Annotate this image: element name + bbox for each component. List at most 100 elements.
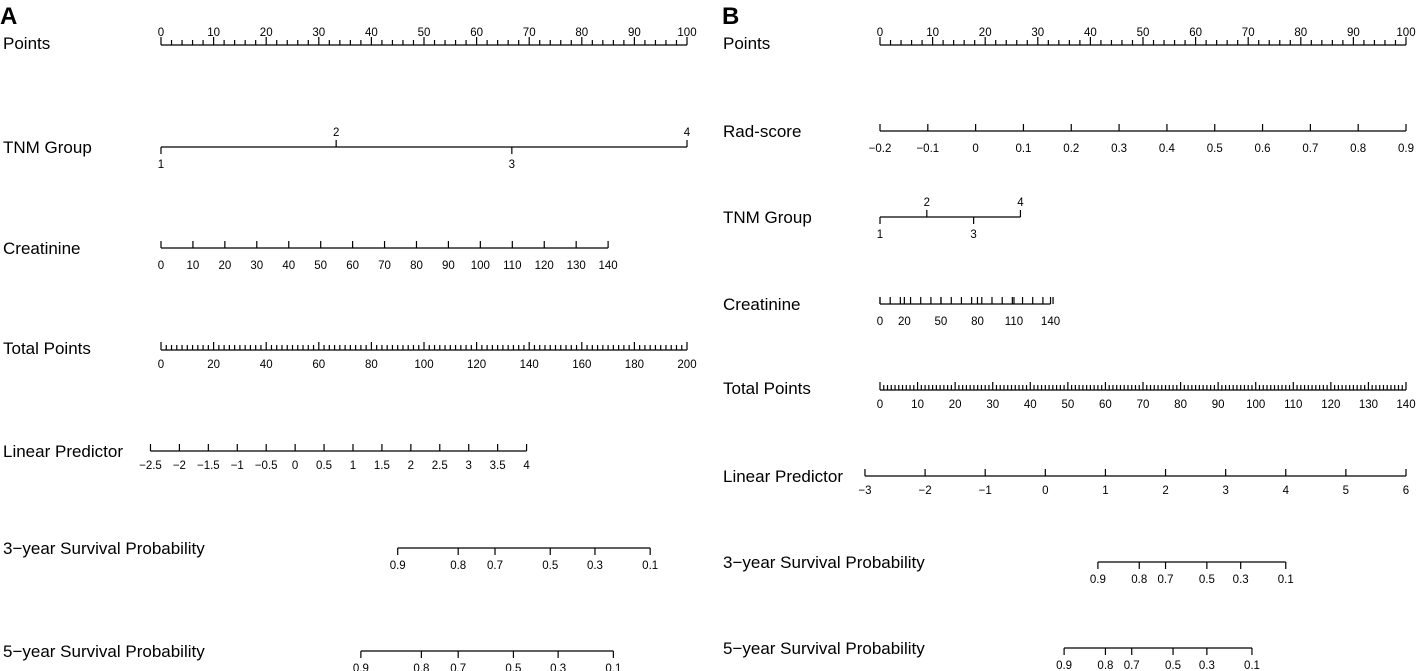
panel-a-linear-predictor-tick-label: 3.5	[490, 460, 506, 472]
panel-b-total-points-tick-label: 20	[949, 399, 962, 411]
panel-a-creatinine-tick-label: 110	[503, 260, 521, 272]
panel-b-points-tick-label: 30	[1031, 27, 1044, 39]
panel-b-total-points-tick-label: 0	[877, 399, 883, 411]
panel-a-points-tick-label: 0	[158, 27, 164, 39]
panel-b-total-points-tick-label: 130	[1359, 399, 1378, 411]
panel-a-creatinine-label: Creatinine	[3, 239, 81, 258]
panel-b-points-tick-label: 20	[979, 27, 992, 39]
panel-a-total-points-tick-label: 120	[467, 359, 486, 371]
panel-a-points-tick-label: 100	[677, 27, 696, 39]
panel-b-points-tick-label: 10	[926, 27, 939, 39]
panel-b-points-tick-label: 80	[1294, 27, 1307, 39]
panel-a-points-tick-label: 10	[207, 27, 220, 39]
panel-b-tnm-group-tick-label: 4	[1017, 197, 1024, 209]
panel-b-points-tick-label: 40	[1084, 27, 1097, 39]
panel-b-linear-predictor-tick-label: −3	[858, 485, 871, 497]
panel-a-creatinine-tick-label: 130	[567, 260, 586, 272]
panel-b-points-tick-label: 70	[1242, 27, 1255, 39]
panel-b-linear-predictor-tick-label: 2	[1162, 485, 1168, 497]
panel-b-total-points-tick-label: 90	[1212, 399, 1225, 411]
panel-a-tnm-group-tick-label: 3	[509, 159, 515, 171]
panel-b-linear-predictor-tick-label: −1	[979, 485, 992, 497]
panel-a-linear-predictor-tick-label: 3	[466, 460, 472, 472]
panel-b-rad-score-label: Rad-score	[723, 122, 801, 141]
panel-a-linear-predictor-tick-label: 1.5	[374, 460, 390, 472]
panel-b-creatinine-tick-label: 0	[877, 316, 883, 328]
panel-a-3-year-survival-probability-tick-label: 0.3	[587, 560, 603, 572]
panel-a-tnm-group-tick-label: 1	[158, 159, 164, 171]
panel-b-linear-predictor-tick-label: 4	[1283, 485, 1290, 497]
panel-a-creatinine-tick-label: 120	[535, 260, 554, 272]
panel-b-3-year-survival-probability-tick-label: 0.9	[1090, 574, 1106, 586]
panel-a-linear-predictor-tick-label: 0	[292, 460, 298, 472]
panel-b-total-points-tick-label: 100	[1246, 399, 1265, 411]
panel-a-5-year-survival-probability-tick-label: 0.8	[413, 663, 429, 671]
panel-b-3-year-survival-probability-label: 3−year Survival Probability	[723, 553, 925, 572]
panel-b-total-points-tick-label: 120	[1321, 399, 1340, 411]
panel-b-points-tick-label: 60	[1189, 27, 1202, 39]
panel-b-3-year-survival-probability-tick-label: 0.3	[1233, 574, 1249, 586]
panel-a-linear-predictor-tick-label: −1	[231, 460, 244, 472]
panel-a-total-points-tick-label: 180	[625, 359, 644, 371]
panel-a-points-tick-label: 90	[628, 27, 641, 39]
panel-a-creatinine-tick-label: 0	[158, 260, 164, 272]
panel-b-points-tick-label: 90	[1347, 27, 1360, 39]
panel-b-creatinine-tick-label: 110	[1005, 316, 1023, 328]
panel-a-linear-predictor-tick-label: 1	[350, 460, 356, 472]
panel-b-total-points-tick-label: 60	[1099, 399, 1112, 411]
panel-a-total-points-tick-label: 20	[207, 359, 220, 371]
panel-b-3-year-survival-probability-tick-label: 0.8	[1131, 574, 1147, 586]
panel-a-creatinine-tick-label: 40	[282, 260, 295, 272]
panel-b-total-points-tick-label: 40	[1024, 399, 1037, 411]
panel-a-tnm-group-tick-label: 4	[684, 127, 691, 139]
panel-a-3-year-survival-probability-tick-label: 0.1	[642, 560, 658, 572]
panel-a-points-tick-label: 80	[575, 27, 588, 39]
panel-b-points-tick-label: 100	[1396, 27, 1415, 39]
panel-b-rad-score-tick-label: 0.1	[1015, 143, 1031, 155]
panel-b-linear-predictor-tick-label: 1	[1102, 485, 1108, 497]
panel-a-3-year-survival-probability-tick-label: 0.7	[487, 560, 503, 572]
panel-a-5-year-survival-probability-label: 5−year Survival Probability	[3, 642, 205, 661]
panel-b-rad-score-tick-label: 0.2	[1063, 143, 1079, 155]
panel-b-rad-score-tick-label: 0.9	[1398, 143, 1414, 155]
panel-a-total-points-label: Total Points	[3, 339, 91, 358]
panel-b-rad-score-tick-label: 0.8	[1350, 143, 1366, 155]
panel-b-tnm-group-tick-label: 3	[970, 229, 976, 241]
panel-b-tnm-group-tick-label: 1	[877, 229, 883, 241]
panel-a-linear-predictor-tick-label: 0.5	[316, 460, 332, 472]
panel-b-total-points-tick-label: 70	[1137, 399, 1150, 411]
panel-b-linear-predictor-tick-label: −2	[919, 485, 932, 497]
panel-b-3-year-survival-probability-tick-label: 0.1	[1278, 574, 1294, 586]
panel-a-total-points-tick-label: 140	[520, 359, 539, 371]
panel-a-total-points-tick-label: 160	[572, 359, 591, 371]
panel-a-creatinine-tick-label: 60	[346, 260, 359, 272]
panel-a-points-tick-label: 50	[418, 27, 431, 39]
panel-b-rad-score-tick-label: 0.6	[1255, 143, 1271, 155]
panel-b-tnm-group-tick-label: 2	[924, 197, 930, 209]
panel-b-points-tick-label: 0	[877, 27, 883, 39]
panel-b-creatinine-tick-label: 20	[898, 316, 911, 328]
panel-b-linear-predictor-tick-label: 6	[1403, 485, 1409, 497]
panel-a-5-year-survival-probability-tick-label: 0.3	[550, 663, 566, 671]
panel-b-total-points-tick-label: 140	[1396, 399, 1415, 411]
panel-b-rad-score-tick-label: 0	[972, 143, 978, 155]
panel-b-creatinine-tick-label: 50	[935, 316, 948, 328]
panel-a-letter: A	[0, 3, 17, 30]
panel-a-linear-predictor-tick-label: 2	[408, 460, 414, 472]
panel-b-5-year-survival-probability-tick-label: 0.3	[1199, 660, 1215, 671]
panel-a-points-tick-label: 40	[365, 27, 378, 39]
panel-b-points-label: Points	[723, 34, 770, 53]
panel-a-linear-predictor-label: Linear Predictor	[3, 442, 123, 461]
panel-a-linear-predictor-tick-label: −0.5	[255, 460, 278, 472]
panel-b-total-points-tick-label: 10	[911, 399, 924, 411]
panel-a-tnm-group-label: TNM Group	[3, 138, 92, 157]
panel-b-total-points-tick-label: 110	[1284, 399, 1302, 411]
panel-b-rad-score-tick-label: −0.1	[916, 143, 939, 155]
panel-a-creatinine-tick-label: 140	[599, 260, 618, 272]
panel-b-creatinine-tick-label: 80	[971, 316, 984, 328]
panel-b-5-year-survival-probability-tick-label: 0.5	[1165, 660, 1181, 671]
panel-a-5-year-survival-probability-tick-label: 0.1	[605, 663, 621, 671]
panel-a-creatinine-tick-label: 10	[187, 260, 200, 272]
panel-a-5-year-survival-probability-tick-label: 0.5	[505, 663, 521, 671]
panel-a-linear-predictor-tick-label: 4	[523, 460, 530, 472]
